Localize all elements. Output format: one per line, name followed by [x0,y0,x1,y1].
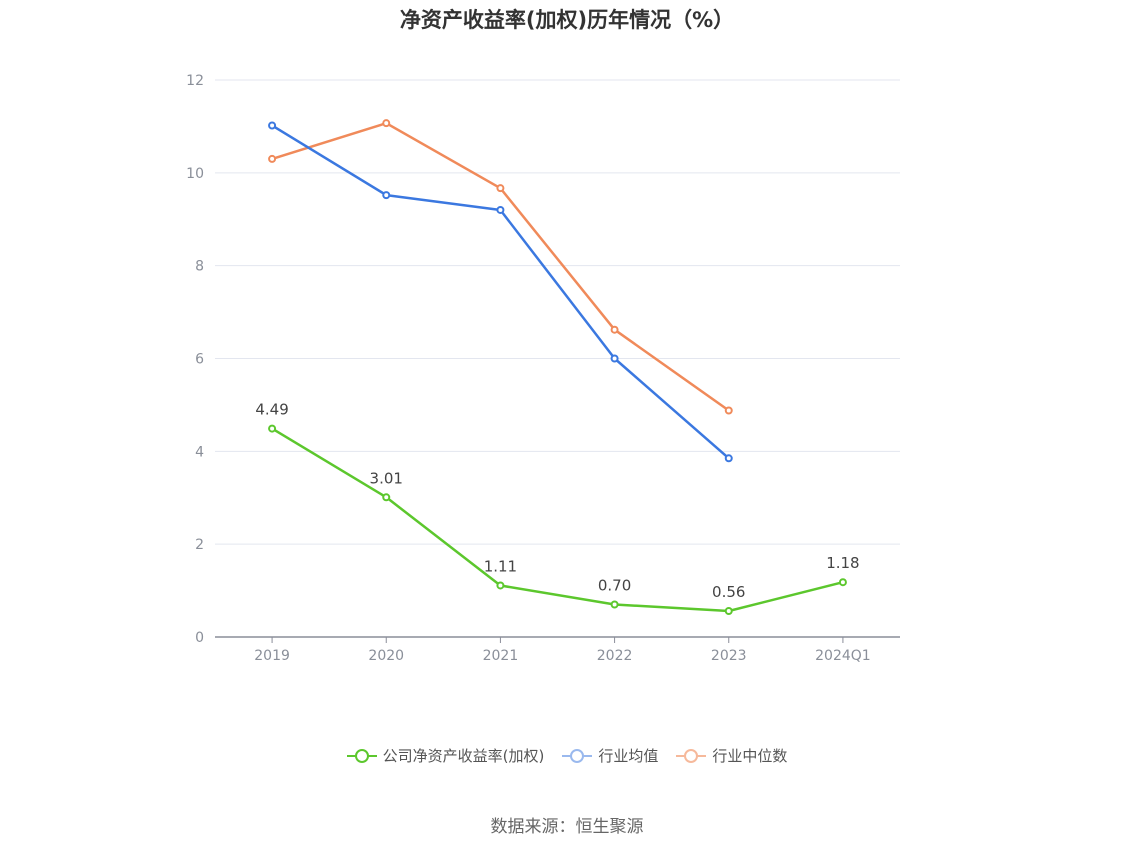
data-point [496,581,505,590]
data-point [724,454,733,463]
data-label: 1.18 [826,554,859,572]
data-labels: 4.49 3.01 1.11 0.70 0.56 1.18 [255,401,859,601]
axes: 0 2 4 6 8 10 12 2019 2020 2021 2022 2023 2024Q1 [186,73,900,664]
legend-item-industry-median[interactable]: 行业中位数 [676,745,787,766]
data-point [610,325,619,334]
series-line [271,124,730,460]
legend: 公司净资产收益率(加权) 行业均值 行业中位数 [0,745,1134,766]
x-tick-label: 2024Q1 [815,648,871,664]
series-lines [268,119,847,616]
y-tick-label: 2 [195,537,204,553]
data-point [724,406,733,415]
data-point [382,119,391,128]
y-tick-label: 12 [186,73,204,89]
legend-label-company: 公司净资产收益率(加权) [382,747,545,765]
data-label: 4.49 [255,401,288,419]
data-point [268,121,277,130]
data-point [268,154,277,163]
data-point [838,578,847,587]
data-point [610,600,619,609]
data-label: 0.70 [598,577,631,595]
data-point [724,607,733,616]
y-tick-label: 10 [186,166,204,182]
data-point [268,424,277,433]
chart-title: 净资产收益率(加权)历年情况（%） [399,8,735,32]
data-point [382,493,391,502]
data-source-note: 数据来源：恒生聚源 [490,817,644,837]
data-point [382,191,391,200]
x-tick-label: 2020 [368,648,404,664]
legend-item-company[interactable]: 公司净资产收益率(加权) [346,745,545,766]
legend-swatch-industry-median [676,746,707,766]
data-point [496,184,505,193]
data-label: 3.01 [370,469,403,487]
data-point [496,205,505,214]
x-tick-label: 2023 [711,648,747,664]
x-tick-label: 2021 [483,648,519,664]
legend-label-industry-mean: 行业均值 [598,747,659,765]
grid-lines [215,79,900,545]
x-tick-label: 2019 [254,648,290,664]
legend-swatch-industry-mean [562,746,593,766]
data-label: 1.11 [484,557,517,575]
y-tick-label: 0 [195,630,204,646]
data-label: 0.56 [712,583,745,601]
legend-label-industry-median: 行业中位数 [712,747,788,765]
legend-item-industry-mean[interactable]: 行业均值 [562,745,658,766]
x-tick-label: 2022 [597,648,633,664]
series-line [271,427,844,613]
data-point [610,354,619,363]
y-tick-label: 8 [195,259,204,275]
y-tick-label: 4 [195,444,204,460]
y-tick-label: 6 [195,352,204,368]
legend-swatch-company [346,746,377,766]
